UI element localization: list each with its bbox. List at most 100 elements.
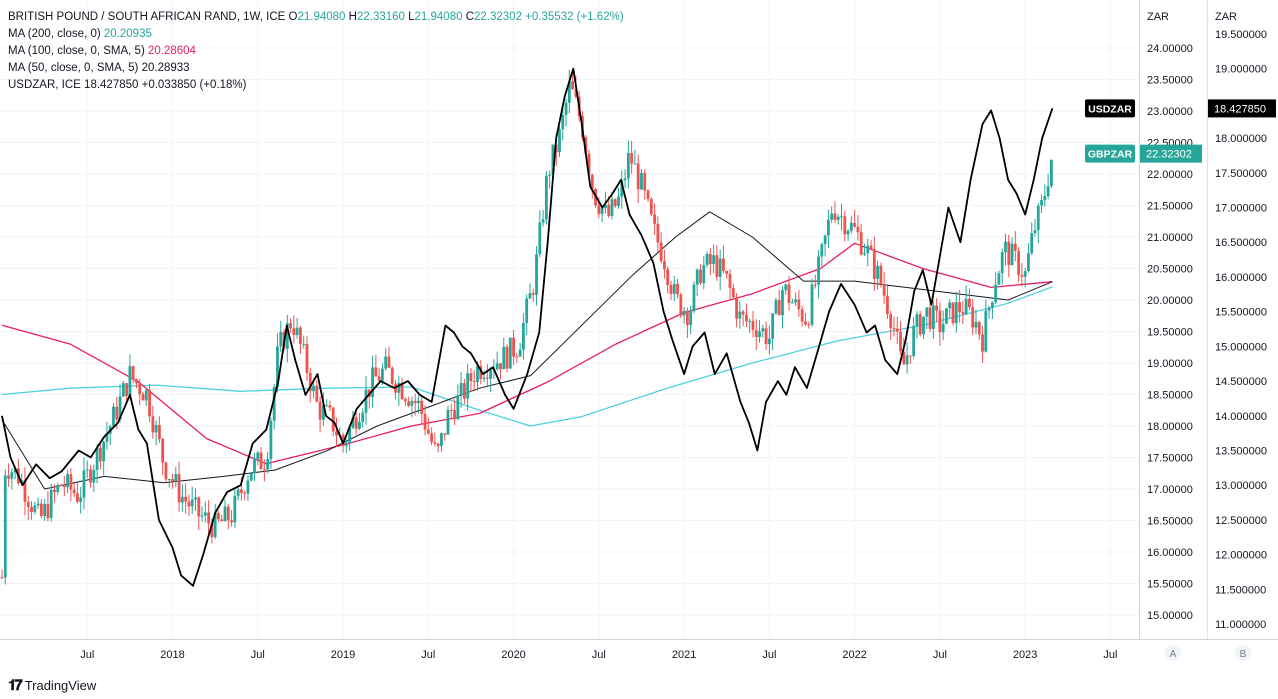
left-tick-label: 15.50000 xyxy=(1147,579,1193,591)
tradingview-logo-icon: 𝟏𝟕 xyxy=(8,677,23,694)
time-tick-label: Jul xyxy=(592,649,606,661)
candle-body xyxy=(3,475,7,578)
candle-body xyxy=(217,512,220,520)
legend-main[interactable]: BRITISH POUND / SOUTH AFRICAN RAND, 1W, … xyxy=(8,9,624,26)
candle-body xyxy=(692,284,696,312)
candle-body xyxy=(430,433,433,443)
candle-body xyxy=(977,321,981,335)
candle-body xyxy=(715,255,719,277)
candle-body xyxy=(830,213,834,220)
candle-body xyxy=(112,406,115,427)
ma100-layer xyxy=(1,242,1053,465)
candle-body xyxy=(72,489,76,494)
candle-body xyxy=(646,190,650,199)
time-tick-label: 2022 xyxy=(842,649,866,661)
candle-body xyxy=(971,307,975,328)
candle-body xyxy=(1043,196,1047,200)
candle-body xyxy=(341,434,345,446)
candle-body xyxy=(945,308,948,324)
candle-body xyxy=(564,102,568,115)
candle-body xyxy=(968,298,971,308)
candle-body xyxy=(36,503,40,506)
candle-body xyxy=(495,363,499,370)
candle-body xyxy=(869,245,873,250)
candle-body xyxy=(525,298,529,323)
candle-body xyxy=(200,515,204,517)
candle-body xyxy=(318,401,322,420)
candle-body xyxy=(771,313,775,339)
candle-body xyxy=(515,356,519,358)
scale-b-button[interactable] xyxy=(1235,645,1251,661)
candle-body xyxy=(800,309,804,322)
gbpzar-candles xyxy=(0,69,1053,585)
candle-body xyxy=(856,226,860,233)
candle-body xyxy=(997,273,1001,285)
candle-body xyxy=(308,372,312,392)
candle-body xyxy=(689,311,693,325)
candle-body xyxy=(712,255,716,264)
candle-body xyxy=(371,367,374,397)
candle-body xyxy=(876,265,879,279)
candle-body xyxy=(207,512,210,524)
candle-body xyxy=(325,405,329,407)
legend-ma200[interactable]: MA (200, close, 0) 20.20935 xyxy=(8,26,624,43)
ma200-value: 20.20935 xyxy=(103,28,152,40)
left-tick-label: 16.50000 xyxy=(1147,516,1193,528)
candle-body xyxy=(797,299,801,310)
candle-body xyxy=(745,314,748,322)
candle-body xyxy=(826,219,830,236)
candle-body xyxy=(964,298,968,314)
brand-footer[interactable]: 𝟏𝟕 TradingView xyxy=(8,677,96,694)
time-tick-label: 2021 xyxy=(672,649,696,661)
candle-body xyxy=(1023,271,1027,277)
candle-body xyxy=(485,377,489,379)
candle-body xyxy=(656,223,660,243)
left-tick-label: 21.00000 xyxy=(1147,232,1193,244)
candle-body xyxy=(299,327,302,345)
candle-body xyxy=(43,504,47,517)
candle-body xyxy=(666,269,670,286)
candle-body xyxy=(895,328,899,332)
symbol-title: BRITISH POUND / SOUTH AFRICAN RAND, 1W, … xyxy=(8,11,286,23)
candle-body xyxy=(33,505,37,513)
left-tick-label: 18.00000 xyxy=(1147,421,1193,433)
candle-body xyxy=(623,178,627,181)
candle-body xyxy=(567,81,571,103)
candle-body xyxy=(76,493,79,502)
candle-body xyxy=(79,497,83,502)
candle-body xyxy=(305,343,309,373)
candle-body xyxy=(351,417,355,428)
candle-body xyxy=(128,366,132,396)
legend-ma50[interactable]: MA (50, close, 0, SMA, 5) 20.28933 xyxy=(8,60,624,77)
legend-ma100[interactable]: MA (100, close, 0, SMA, 5) 20.28604 xyxy=(8,43,624,60)
right-axis-unit: ZAR xyxy=(1215,11,1237,23)
right-tick-label: 17.500000 xyxy=(1215,168,1267,180)
candle-body xyxy=(138,383,142,395)
candle-body xyxy=(872,249,876,279)
candle-body xyxy=(236,489,240,496)
candle-body xyxy=(987,307,991,311)
ma100-line xyxy=(1,242,1053,465)
candle-body xyxy=(407,401,411,406)
candle-body xyxy=(626,153,630,179)
candle-body xyxy=(974,321,978,328)
scale-a-label: A xyxy=(1170,649,1177,660)
candle-body xyxy=(685,310,689,325)
right-tick-label: 11.000000 xyxy=(1215,619,1266,631)
candle-body xyxy=(649,198,653,215)
legend-usdzar[interactable]: USDZAR, ICE 18.427850 +0.033850 (+0.18%) xyxy=(8,77,624,94)
candle-body xyxy=(600,208,604,214)
candle-body xyxy=(528,293,532,299)
candle-body xyxy=(423,413,427,430)
candle-body xyxy=(948,302,952,309)
brand-name: TradingView xyxy=(24,678,97,693)
ma200-label: MA (200, close, 0) xyxy=(8,28,101,40)
candle-body xyxy=(908,355,912,357)
scale-a-button[interactable] xyxy=(1165,645,1181,661)
candle-body xyxy=(607,204,611,216)
candle-body xyxy=(751,320,755,330)
candle-body xyxy=(551,144,555,175)
candle-body xyxy=(813,284,817,286)
candle-body xyxy=(384,356,388,369)
